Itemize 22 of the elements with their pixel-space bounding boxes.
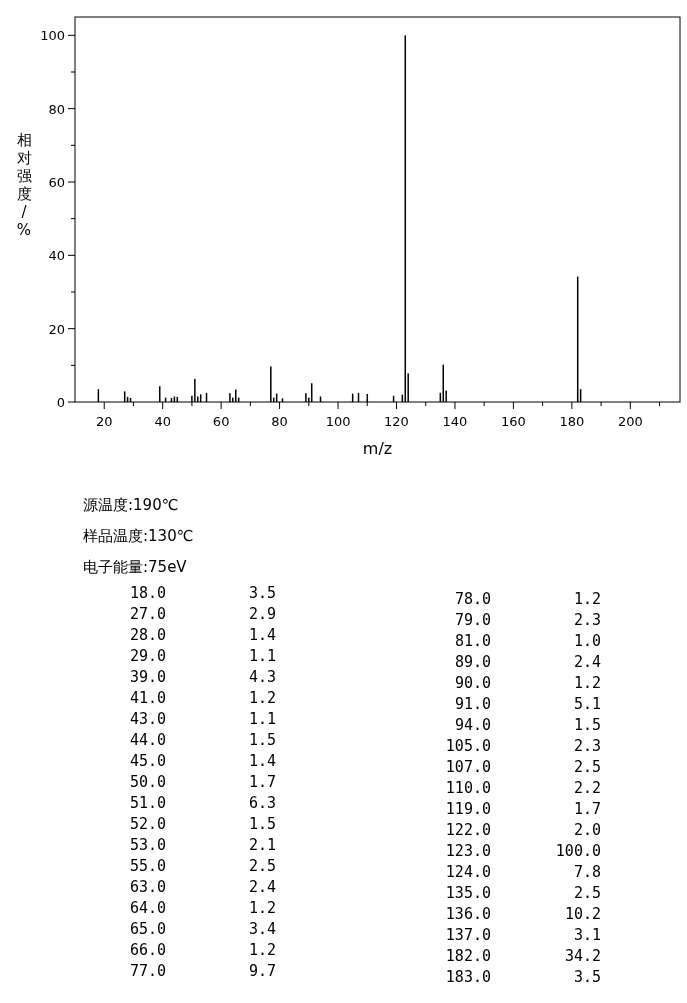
y-tick-label: 100 xyxy=(40,28,65,44)
text: 源温度:190℃ xyxy=(83,496,179,514)
x-tick-label: 40 xyxy=(154,414,171,429)
x-tick-label: 120 xyxy=(384,414,409,429)
x-tick-label: 180 xyxy=(559,414,585,429)
x-tick-label: 60 xyxy=(212,414,230,429)
y-axis-title: 相对强度/% xyxy=(16,131,32,239)
y-tick-label: 80 xyxy=(48,101,65,117)
x-tick-label: 20 xyxy=(95,414,113,429)
text: 电子能量:75eV xyxy=(83,558,188,576)
y-tick-label: 40 xyxy=(48,248,65,264)
text: 样品温度:130℃ xyxy=(83,527,194,545)
x-tick-label: 140 xyxy=(442,414,468,429)
x-tick-label: 200 xyxy=(617,414,643,429)
x-tick-label: 100 xyxy=(325,414,351,429)
y-tick-label: 60 xyxy=(48,175,65,190)
y-tick-label: 20 xyxy=(48,321,65,337)
x-tick-label: 160 xyxy=(500,414,526,429)
x-tick-label: 80 xyxy=(271,414,288,429)
x-axis-title: m/z xyxy=(362,439,393,458)
table: 18.0 3.5 27.0 2.9 28.0 1.4 29.0 1.1 39.0 4.3 41.0 1.2 43.0 1.1 44.0 1.5 45.0 1.4 50.0 1.7 51.0 6.3 52.0 1.5 53.0 2.1 55.0 2.5 63.0 2.4 64.0 1.2 65.0 3.4 66.0 1.2 77.0 9.7 78.0 1.2 79.0 2.3 81.0 1.0 89.0 2.4 90.0 1.2 91.0 5.1 94.0 1.5 105.0 2.3 107.0 2.5 110.0 2.2 119.0 1.7 122.0 2.0 123.0 100.0 124.0 7.8 135.0 2.5 136.0 10.2 137.0 3.1 182.0 34.2 183.0 3.5 xyxy=(129,584,601,986)
y-tick-label: 0 xyxy=(56,395,65,410)
